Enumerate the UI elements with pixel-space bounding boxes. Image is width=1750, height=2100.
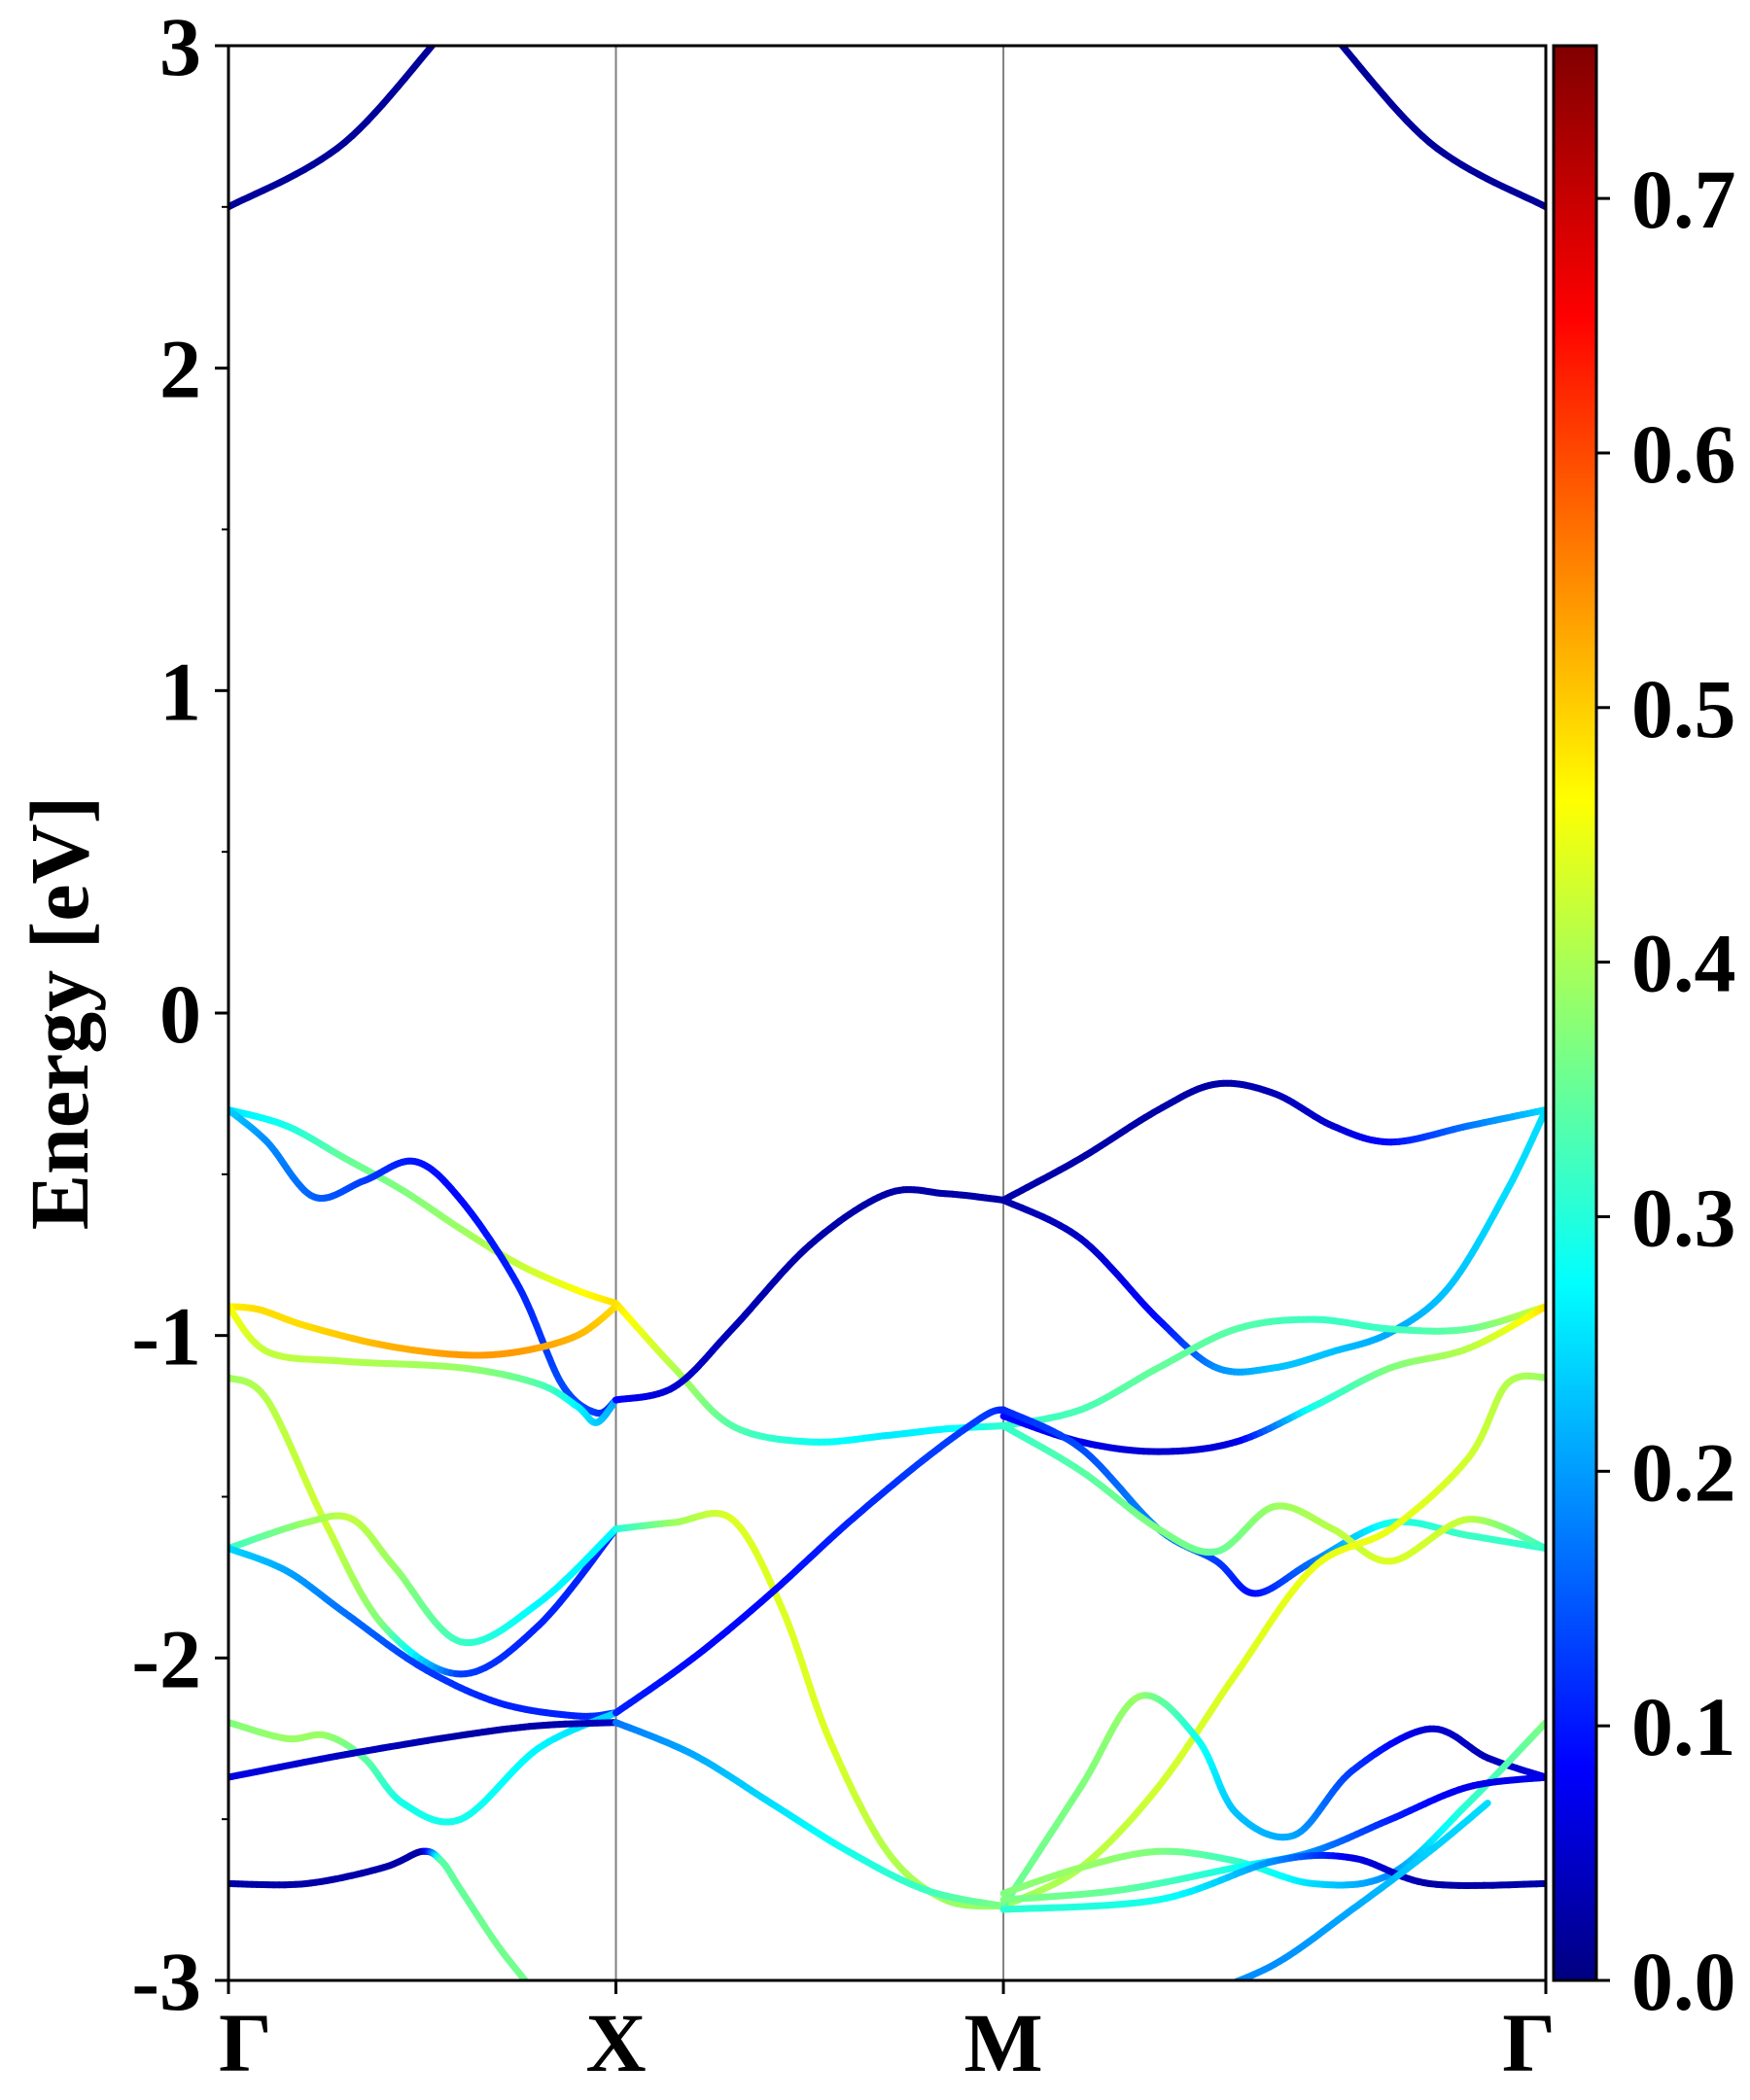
- x-tick-label: Γ: [1502, 1996, 1556, 2089]
- band-12: [228, 1847, 530, 1980]
- band-18: [999, 1079, 1546, 1204]
- band-24: [999, 1372, 1546, 1910]
- y-tick-label: 2: [159, 323, 201, 416]
- band-segment: [1482, 1800, 1491, 1808]
- band-25: [999, 1692, 1546, 1910]
- band-19: [999, 1106, 1546, 1376]
- y-tick-label: 0: [159, 967, 201, 1061]
- y-axis: 3 2 1 0 -1 -2 -3: [131, 0, 228, 2028]
- y-tick-label: -1: [131, 1290, 201, 1383]
- colorbar-axis: 0.0 0.1 0.2 0.3 0.4 0.5 0.6 0.7: [1596, 153, 1736, 2028]
- band-5: [228, 1303, 619, 1359]
- band-17: [612, 1719, 1007, 1910]
- band-8: [228, 1512, 619, 1647]
- band-lines: [228, 46, 1546, 1980]
- y-tick-label: 1: [159, 645, 201, 738]
- band-6: [228, 1303, 619, 1426]
- colorbar-tick-label: 0.7: [1631, 153, 1736, 246]
- band-11: [228, 1719, 619, 1781]
- band-22: [999, 1406, 1546, 1597]
- colorbar-tick-label: 0.5: [1631, 662, 1736, 755]
- band-3: [228, 1106, 619, 1307]
- x-tick-label: Γ: [219, 1996, 272, 2089]
- band-7: [228, 1374, 619, 1678]
- x-tick-label: M: [963, 1996, 1042, 2089]
- colorbar-tick-label: 0.0: [1631, 1935, 1736, 2028]
- colorbar-tick-label: 0.6: [1631, 407, 1736, 501]
- band-27: [999, 1773, 1546, 1904]
- colorbar-tick-label: 0.1: [1631, 1680, 1736, 1773]
- band-29: [1230, 1800, 1491, 1980]
- x-tick-label: X: [585, 1996, 646, 2089]
- band-15: [612, 1510, 1007, 1910]
- band-20: [999, 1303, 1546, 1429]
- y-tick-label: 3: [159, 0, 201, 93]
- colorbar-tick-label: 0.3: [1631, 1171, 1736, 1264]
- y-axis-label: Energy [eV]: [13, 796, 106, 1231]
- band-16: [612, 1406, 1007, 1717]
- colorbar-tick-label: 0.2: [1631, 1425, 1736, 1519]
- high-symmetry-lines: [614, 46, 1005, 1980]
- band-23: [999, 1422, 1546, 1565]
- colorbar: [1552, 44, 1598, 1982]
- band-26: [999, 1719, 1546, 1897]
- colorbar-tick-label: 0.4: [1631, 917, 1736, 1010]
- y-tick-label: -2: [131, 1612, 201, 1705]
- band-14: [612, 1186, 1007, 1404]
- y-tick-label: -3: [131, 1935, 201, 2028]
